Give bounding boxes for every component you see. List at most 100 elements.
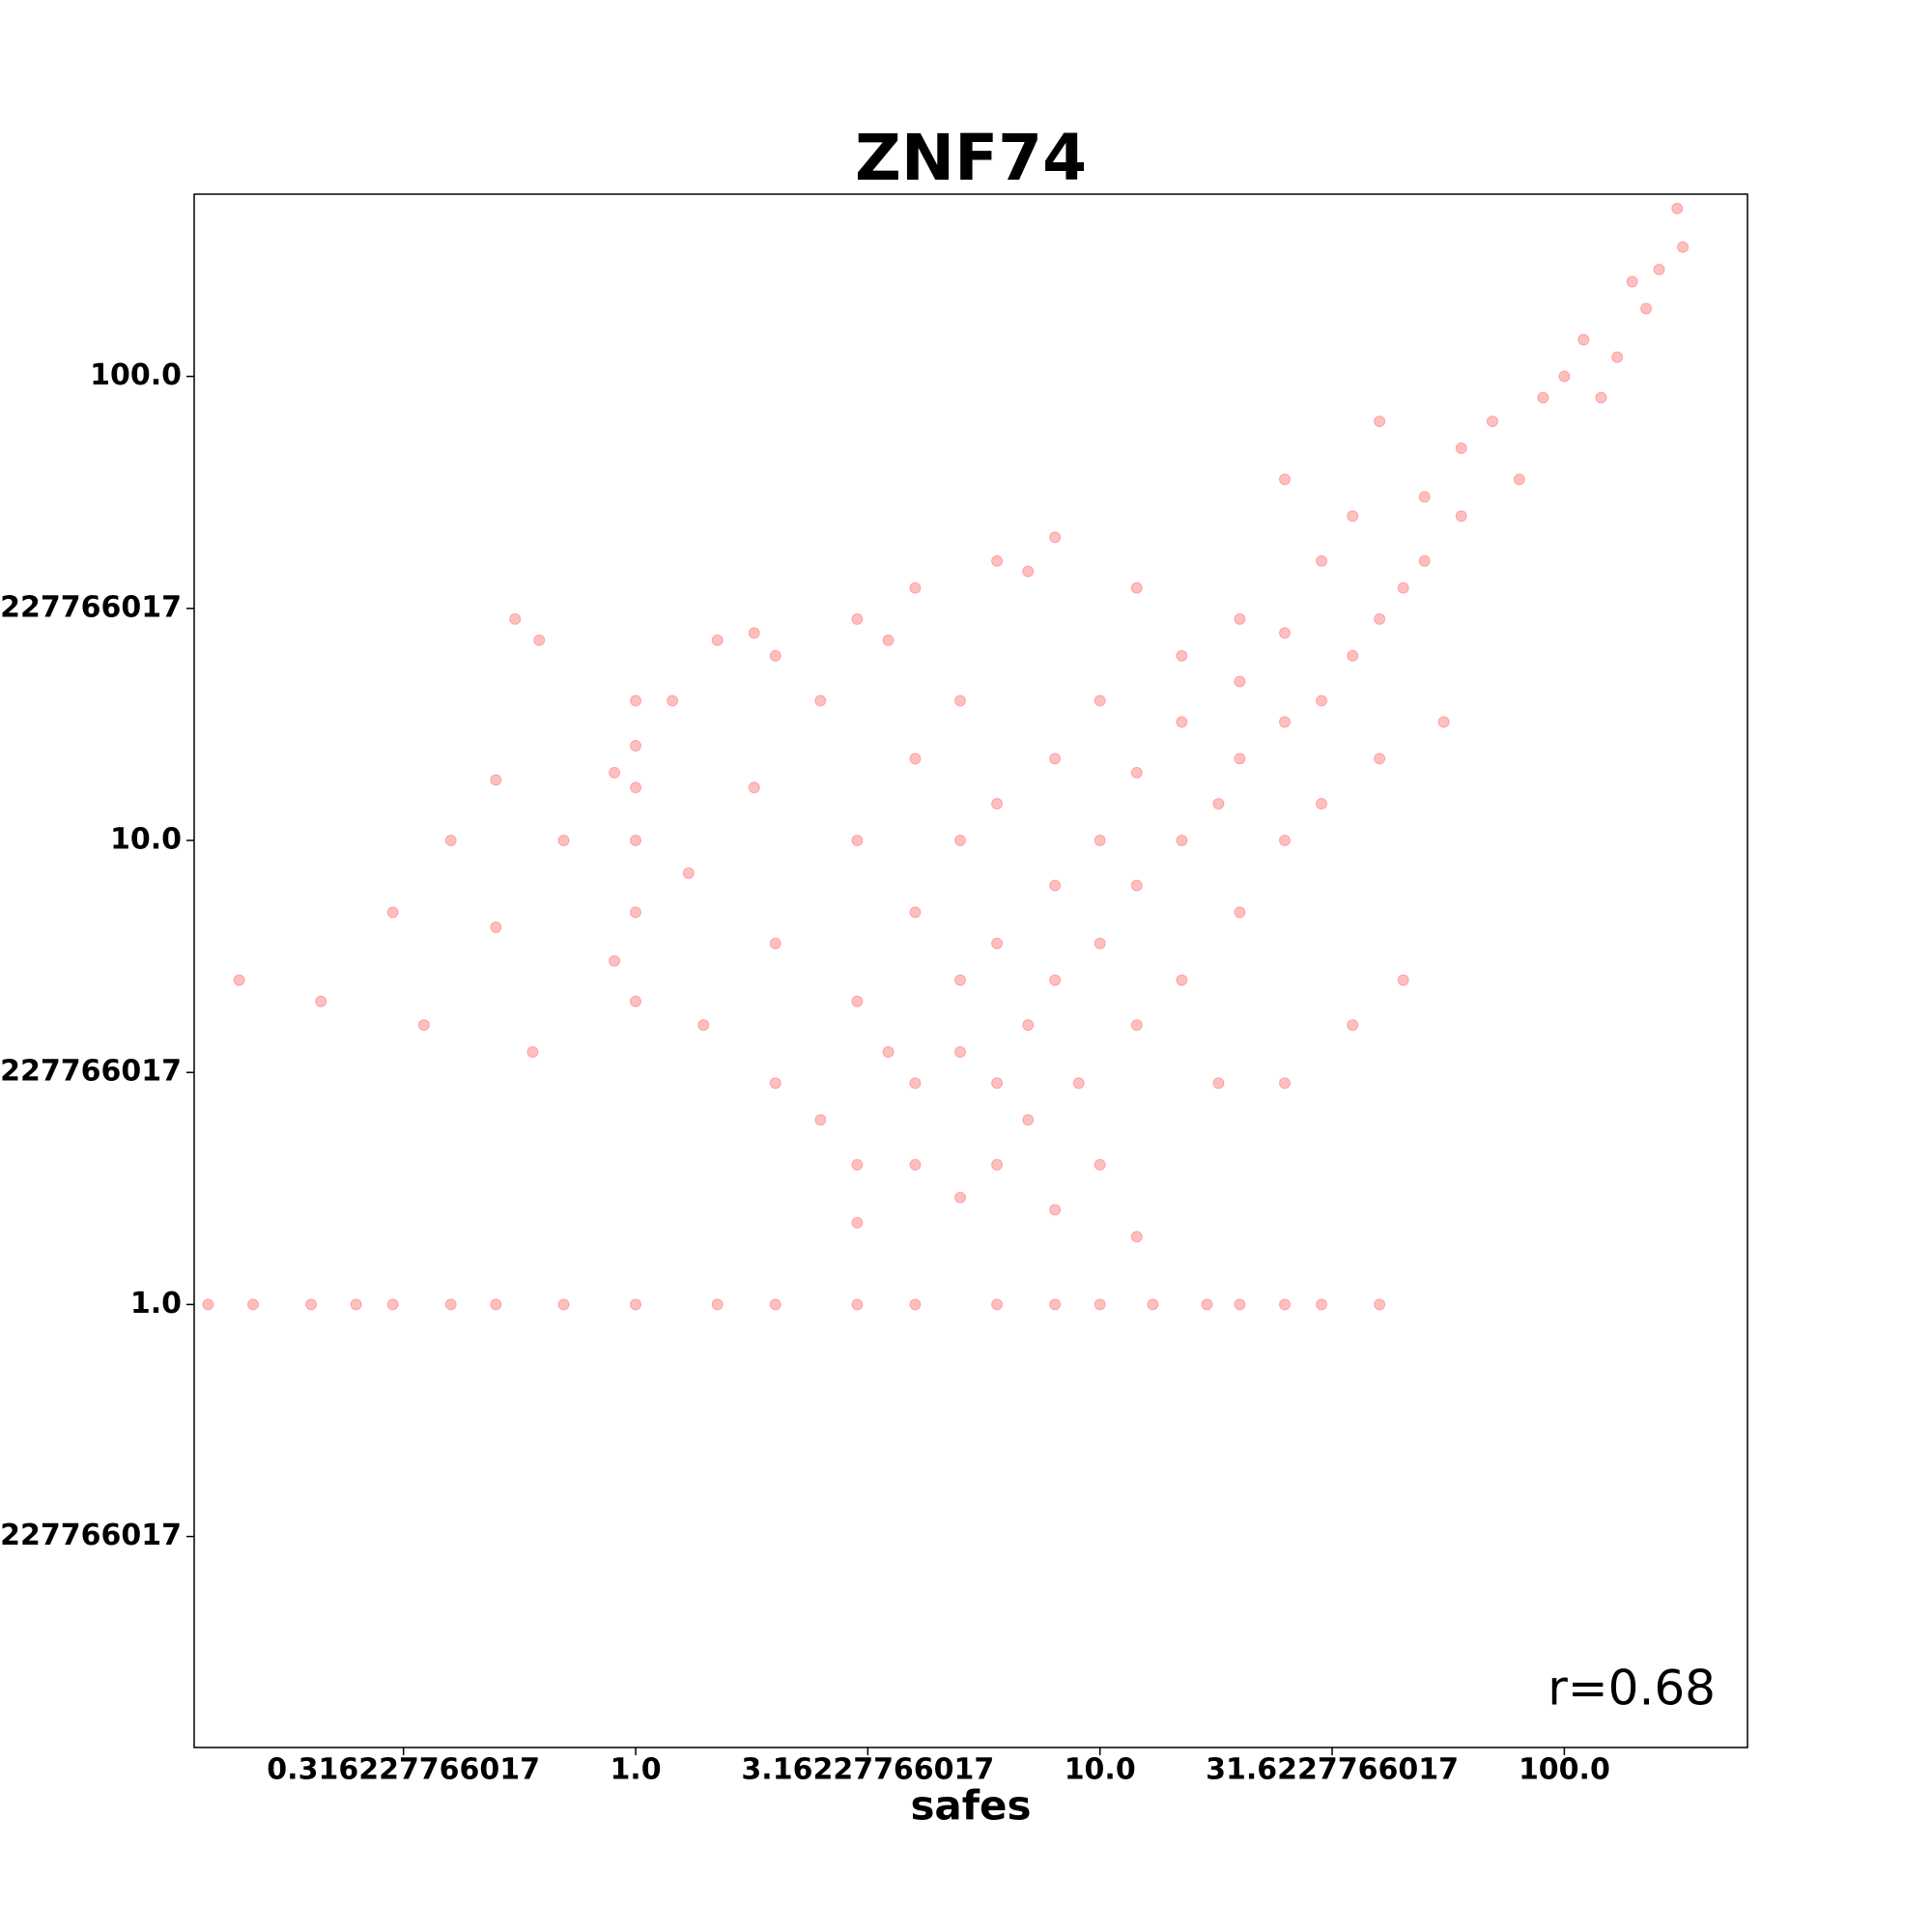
point	[557, 835, 570, 847]
point	[1094, 695, 1106, 707]
point	[851, 995, 864, 1008]
point	[1437, 716, 1450, 728]
point	[1418, 491, 1431, 503]
point	[1455, 510, 1467, 523]
point	[1374, 415, 1386, 428]
point	[1278, 835, 1291, 847]
point	[1626, 275, 1638, 288]
point	[1176, 649, 1188, 662]
point	[1130, 766, 1143, 779]
point	[1611, 351, 1624, 363]
point	[630, 739, 642, 752]
point	[630, 995, 642, 1008]
point	[769, 1298, 781, 1311]
point	[1130, 582, 1143, 594]
point	[609, 766, 621, 779]
y-tick-label: 31.6227766017	[0, 590, 182, 624]
point	[991, 937, 1004, 950]
point	[748, 781, 760, 794]
annotation: r=0.68	[1548, 1661, 1716, 1717]
point	[1234, 675, 1246, 688]
point	[630, 835, 642, 847]
point	[1094, 1298, 1106, 1311]
point	[533, 634, 546, 646]
point	[1049, 879, 1062, 892]
point	[748, 627, 760, 639]
point	[682, 867, 695, 879]
point	[630, 1298, 642, 1311]
point	[851, 1216, 864, 1229]
x-tick-label: 0.316227766017	[267, 1753, 540, 1787]
point	[509, 612, 522, 625]
point	[954, 1046, 967, 1059]
point	[202, 1298, 214, 1311]
point	[711, 1298, 724, 1311]
point	[557, 1298, 570, 1311]
point	[1537, 391, 1549, 404]
point	[315, 995, 327, 1008]
point	[991, 1077, 1004, 1090]
point	[1316, 797, 1328, 810]
point	[1316, 1298, 1328, 1311]
y-tick-label: 3.16227766017	[0, 1055, 182, 1089]
point	[882, 634, 895, 646]
point	[1130, 879, 1143, 892]
x-tick-label: 10.0	[1065, 1753, 1136, 1787]
point	[1455, 442, 1467, 455]
point	[1049, 531, 1062, 544]
point	[1374, 1298, 1386, 1311]
point	[305, 1298, 318, 1311]
point	[417, 1019, 430, 1032]
point	[909, 1158, 922, 1171]
point	[1201, 1298, 1213, 1311]
point	[1397, 974, 1409, 986]
point	[1130, 1019, 1143, 1032]
point	[490, 774, 502, 786]
point	[1677, 241, 1690, 253]
point	[1278, 1298, 1291, 1311]
point	[1347, 1019, 1359, 1032]
x-axis-label: safes	[910, 1782, 1031, 1830]
y-tick-label: 0.316227766017	[0, 1519, 182, 1552]
point	[909, 1077, 922, 1090]
point	[909, 1298, 922, 1311]
point	[711, 634, 724, 646]
point	[1374, 753, 1386, 765]
point	[954, 695, 967, 707]
point	[490, 1298, 502, 1311]
point	[1212, 1077, 1225, 1090]
point	[991, 554, 1004, 567]
y-tick-label: 10.0	[110, 823, 182, 857]
point	[444, 835, 457, 847]
point	[1374, 612, 1386, 625]
point	[909, 582, 922, 594]
point	[1278, 627, 1291, 639]
point	[1022, 1114, 1035, 1126]
point	[1513, 473, 1525, 486]
point	[909, 753, 922, 765]
point	[1022, 565, 1035, 578]
point	[1234, 906, 1246, 919]
point	[1278, 1077, 1291, 1090]
x-tick-label: 3.16227766017	[741, 1753, 994, 1787]
point	[526, 1046, 539, 1059]
point	[444, 1298, 457, 1311]
point	[851, 612, 864, 625]
point	[1558, 370, 1571, 383]
point	[814, 1114, 827, 1126]
point	[1640, 302, 1653, 315]
plot-frame	[193, 193, 1748, 1748]
point	[1022, 1019, 1035, 1032]
point	[769, 937, 781, 950]
point	[1653, 263, 1665, 275]
point	[1176, 716, 1188, 728]
point	[1049, 1204, 1062, 1216]
y-tick-label: 1.0	[130, 1287, 182, 1321]
point	[1234, 753, 1246, 765]
point	[1094, 937, 1106, 950]
point	[386, 906, 399, 919]
point	[1316, 695, 1328, 707]
point	[350, 1298, 362, 1311]
point	[490, 921, 502, 933]
